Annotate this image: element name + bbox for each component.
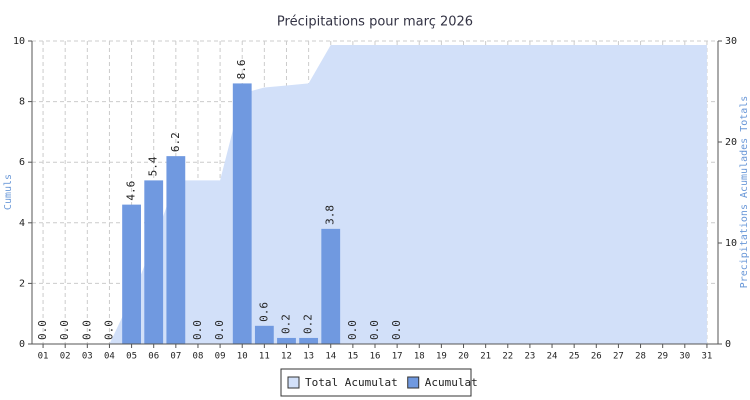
bar-value-label: 0.0 <box>36 320 49 340</box>
x-tick-label: 24 <box>547 352 558 362</box>
x-tick-label: 20 <box>458 352 469 362</box>
y2-tick-label: 10 <box>725 238 737 249</box>
x-tick-label: 10 <box>237 352 248 362</box>
bar-value-label: 0.0 <box>390 320 403 340</box>
chart-title: Précipitations pour març 2026 <box>277 15 473 30</box>
cumulative-area <box>43 45 707 344</box>
bar-value-label: 4.6 <box>125 181 138 201</box>
x-tick-label: 28 <box>635 352 646 362</box>
bar-value-label: 8.6 <box>235 60 248 80</box>
x-tick-label: 19 <box>436 352 447 362</box>
x-tick-label: 14 <box>325 352 336 362</box>
bar-value-label: 6.2 <box>169 132 182 152</box>
y2-axis-title: Precipitations Acumulades Totals <box>739 96 750 289</box>
bar <box>277 337 296 344</box>
y-tick-label: 4 <box>19 218 25 229</box>
bar <box>299 337 319 344</box>
x-tick-label: 29 <box>657 352 668 362</box>
x-tick-label: 31 <box>702 352 713 362</box>
x-tick-label: 09 <box>215 352 226 362</box>
y-tick-label: 6 <box>19 157 25 168</box>
x-tick-label: 27 <box>613 352 624 362</box>
bar-value-label: 0.0 <box>80 320 93 340</box>
y-tick-label: 0 <box>19 339 25 350</box>
bar <box>166 156 186 344</box>
x-tick-label: 17 <box>392 352 403 362</box>
legend-label: Total Acumulat <box>305 376 398 389</box>
x-tick-label: 23 <box>524 352 535 362</box>
bar <box>122 204 141 344</box>
bar <box>321 228 341 344</box>
y2-tick-label: 20 <box>725 137 737 148</box>
y2-tick-label: 0 <box>725 339 731 350</box>
x-tick-label: 15 <box>347 352 358 362</box>
y-tick-label: 2 <box>19 278 25 289</box>
bar-value-label: 0.0 <box>346 320 359 340</box>
legend-label: Acumulat <box>425 376 478 389</box>
x-tick-label: 08 <box>193 352 204 362</box>
x-tick-label: 16 <box>370 352 381 362</box>
bar-value-label: 3.8 <box>324 205 337 225</box>
x-tick-label: 01 <box>38 352 49 362</box>
legend-swatch <box>287 376 300 389</box>
x-tick-label: 06 <box>148 352 159 362</box>
x-tick-label: 30 <box>679 352 690 362</box>
bar-value-label: 0.0 <box>213 320 226 340</box>
x-tick-label: 12 <box>281 352 292 362</box>
bar-value-label: 0.0 <box>368 320 381 340</box>
bar-value-label: 0.0 <box>102 320 115 340</box>
x-tick-label: 21 <box>480 352 491 362</box>
y-tick-label: 10 <box>13 36 25 47</box>
bar <box>144 180 164 344</box>
y2-tick-label: 30 <box>725 36 737 47</box>
bar-value-label: 0.2 <box>279 314 292 334</box>
x-tick-label: 04 <box>104 352 115 362</box>
x-tick-label: 03 <box>82 352 93 362</box>
x-tick-label: 26 <box>591 352 602 362</box>
bar-value-label: 0.6 <box>257 302 270 322</box>
x-tick-label: 18 <box>414 352 425 362</box>
x-tick-label: 25 <box>569 352 580 362</box>
x-tick-label: 13 <box>303 352 314 362</box>
x-tick-label: 02 <box>60 352 71 362</box>
y-axis-title: Cumuls <box>3 174 14 210</box>
x-tick-label: 07 <box>170 352 181 362</box>
bar-value-label: 0.0 <box>191 320 204 340</box>
legend <box>280 368 472 397</box>
bar <box>254 325 274 344</box>
x-tick-label: 22 <box>502 352 513 362</box>
bar <box>232 83 252 345</box>
bar-value-label: 0.0 <box>58 320 71 340</box>
legend-swatch <box>407 376 420 389</box>
x-tick-label: 11 <box>259 352 270 362</box>
y-tick-label: 8 <box>19 97 25 108</box>
bar-value-label: 0.2 <box>302 314 315 334</box>
bar-value-label: 5.4 <box>147 156 160 176</box>
x-tick-label: 05 <box>126 352 137 362</box>
